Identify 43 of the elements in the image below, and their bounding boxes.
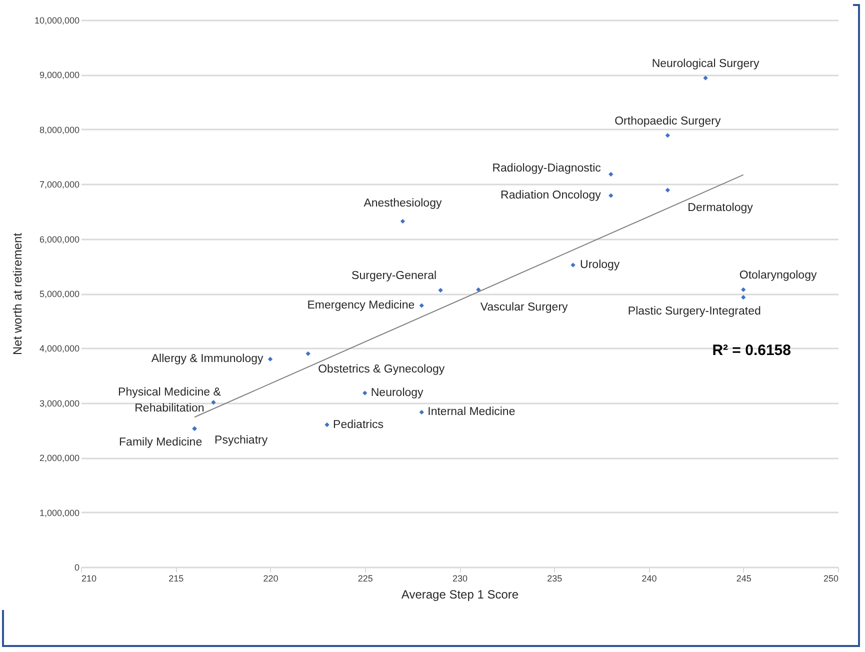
- annotation: Anesthesiology: [364, 197, 442, 210]
- annotation: Otolaryngology: [739, 270, 817, 282]
- y-tick-label: 8,000,000: [39, 124, 80, 135]
- y-tick-label: 4,000,000: [39, 344, 80, 354]
- x-tick-label: 240: [642, 574, 657, 584]
- annotation: Plastic Surgery-Integrated: [628, 305, 761, 318]
- annotation: Physical Medicine & Rehabilitation: [118, 386, 222, 414]
- annotation: Radiology-Diagnostic: [492, 162, 602, 174]
- y-tick-label: 6,000,000: [39, 234, 80, 244]
- y-tick-label: 10,000,000: [34, 16, 80, 26]
- annotation: Emergency Medicine: [307, 300, 415, 312]
- annotation: Dermatology: [688, 202, 754, 214]
- x-tick-label: 210: [82, 574, 97, 584]
- annotation: R² = 0.6158: [712, 342, 791, 359]
- annotation: Family Medicine: [119, 436, 202, 449]
- x-tick-label: 250: [823, 574, 838, 584]
- annotation: Orthopaedic Surgery: [614, 115, 721, 128]
- x-tick-label: 220: [263, 574, 278, 584]
- x-tick-label: 230: [452, 574, 468, 584]
- y-tick-label: 9,000,000: [39, 70, 80, 80]
- y-tick-label: 0: [74, 562, 80, 572]
- annotation: Psychiatry: [214, 434, 268, 447]
- annotation: Obstetrics & Gynecology: [318, 364, 445, 376]
- x-tick-label: 245: [736, 574, 752, 584]
- x-axis-title: Average Step 1 Score: [401, 588, 519, 602]
- annotation: Neurology: [370, 387, 424, 400]
- y-tick-label: 5,000,000: [39, 289, 80, 299]
- annotation: Surgery-General: [352, 270, 437, 282]
- x-tick-label: 235: [547, 574, 562, 584]
- y-tick-label: 1,000,000: [39, 508, 80, 518]
- y-tick-label: 3,000,000: [39, 398, 80, 408]
- y-axis-title: Net worth at retirement: [10, 232, 24, 356]
- annotation: Allergy & Immunology: [151, 353, 264, 366]
- annotation: Neurological Surgery: [652, 58, 760, 70]
- annotation: Pediatrics: [333, 418, 384, 431]
- annotation: Radiation Oncology: [500, 190, 602, 202]
- x-tick-label: 225: [358, 574, 373, 584]
- annotation: Internal Medicine: [428, 406, 516, 418]
- annotation: Urology: [580, 259, 620, 272]
- x-tick-label: 215: [168, 574, 184, 584]
- y-tick-label: 7,000,000: [39, 180, 80, 190]
- annotation: Vascular Surgery: [480, 302, 568, 314]
- y-tick-label: 2,000,000: [39, 453, 80, 464]
